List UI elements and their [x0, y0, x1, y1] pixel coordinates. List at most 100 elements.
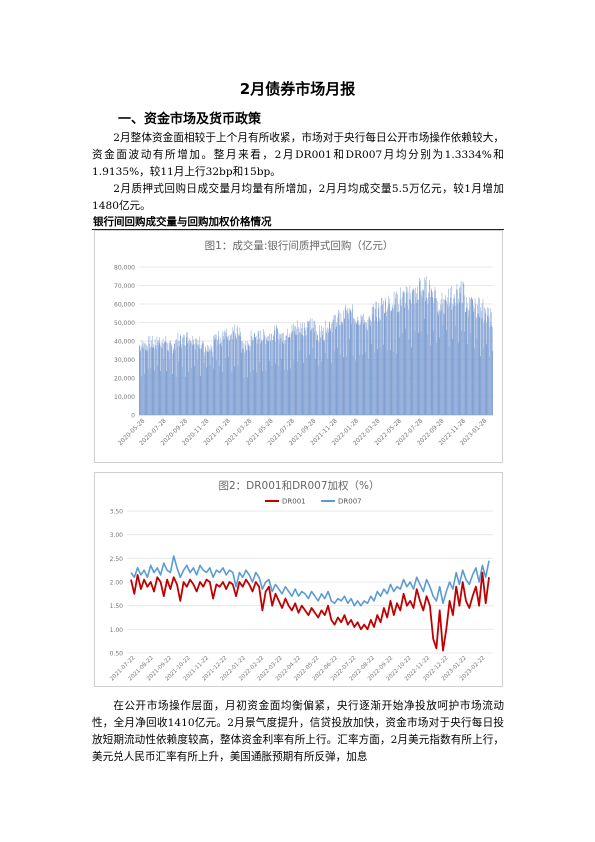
volume-bar	[338, 309, 339, 415]
volume-bar	[219, 343, 221, 415]
volume-bar	[141, 340, 143, 415]
volume-bar	[320, 337, 321, 415]
volume-bar	[265, 344, 266, 415]
volume-bar	[485, 312, 486, 415]
volume-bar	[221, 331, 223, 415]
volume-bar	[377, 348, 378, 415]
volume-bar	[435, 290, 436, 415]
volume-bar	[178, 341, 179, 415]
volume-bar	[450, 297, 451, 415]
y-tick-label: 2.50	[110, 556, 124, 563]
volume-bar	[199, 336, 201, 415]
volume-bar	[422, 289, 424, 415]
volume-bar	[330, 363, 332, 415]
volume-bar	[469, 297, 470, 415]
volume-bar	[269, 333, 270, 415]
volume-bar	[200, 376, 201, 415]
volume-bar	[175, 376, 177, 415]
volume-bar	[320, 337, 322, 415]
volume-bar	[383, 344, 385, 415]
volume-bar	[246, 349, 248, 415]
volume-bar	[382, 304, 384, 415]
volume-bar	[459, 286, 461, 415]
volume-bar	[346, 356, 347, 415]
volume-bar	[487, 307, 488, 415]
volume-bar	[476, 318, 477, 415]
volume-bar	[347, 313, 348, 415]
volume-bar	[234, 324, 235, 415]
volume-bar	[336, 322, 337, 415]
volume-bar	[405, 286, 407, 415]
volume-bar	[462, 302, 463, 415]
section-heading: 一、资金市场及货币政策	[118, 112, 262, 127]
volume-bar	[368, 358, 369, 415]
volume-bar	[267, 341, 268, 415]
volume-bar	[205, 348, 207, 415]
volume-bar	[181, 347, 182, 415]
repo-volume-chart: 图1：成交量:银行间质押式回购（亿元） 0 10,000 20,000 30,000 4…	[94, 230, 503, 463]
volume-bar	[433, 298, 435, 415]
volume-bar	[453, 298, 454, 415]
volume-bar	[295, 325, 297, 415]
volume-bar	[244, 352, 245, 415]
volume-bar	[489, 356, 490, 415]
volume-bar	[406, 293, 407, 415]
volume-bar	[356, 323, 357, 415]
volume-bar	[389, 304, 390, 415]
volume-bar	[246, 350, 247, 415]
volume-bar	[352, 355, 354, 415]
volume-bar	[427, 334, 428, 415]
volume-bar	[450, 287, 452, 415]
volume-bar	[313, 328, 314, 415]
paragraph-open-market: 在公开市场操作层面，月初资金面均衡偏紧，央行逐渐开始净投放呵护市场流动性，全月净…	[92, 700, 504, 763]
y-tick-label: 80,000	[114, 265, 135, 272]
volume-bar	[336, 326, 337, 415]
volume-bar	[367, 320, 369, 415]
volume-bar	[402, 333, 403, 415]
volume-bar	[418, 281, 420, 415]
volume-bar	[177, 346, 178, 415]
volume-bar	[354, 323, 355, 415]
volume-bar	[458, 287, 460, 415]
volume-bar	[459, 302, 460, 415]
volume-bar	[193, 344, 194, 415]
figure-caption: 银行间回购成交量与回购加权价格情况	[93, 216, 272, 228]
volume-bar	[280, 333, 281, 415]
volume-bar	[281, 334, 283, 415]
y-tick-label: 3.00	[110, 532, 124, 539]
volume-bar	[275, 363, 276, 415]
volume-bar	[274, 325, 276, 415]
volume-bar	[314, 320, 316, 415]
volume-bar	[297, 334, 299, 415]
volume-bar	[449, 301, 451, 415]
volume-bar	[306, 335, 308, 415]
volume-bar	[300, 332, 301, 415]
volume-bar	[365, 322, 366, 415]
volume-bar	[314, 332, 315, 415]
volume-bar	[240, 331, 241, 415]
volume-bar	[412, 288, 414, 415]
volume-bar	[316, 334, 318, 415]
volume-bar	[218, 330, 219, 415]
volume-bar	[337, 313, 339, 415]
volume-bar	[159, 371, 161, 415]
volume-bar	[275, 327, 277, 415]
volume-bar	[156, 349, 157, 415]
volume-bar	[187, 371, 189, 415]
volume-bar	[403, 293, 405, 415]
volume-bar	[213, 340, 215, 415]
volume-bar	[295, 335, 296, 415]
volume-bar	[379, 318, 380, 415]
volume-bar	[398, 311, 400, 415]
volume-bar	[143, 341, 145, 415]
volume-bar	[331, 332, 333, 415]
volume-bar	[430, 345, 431, 415]
volume-bar	[436, 298, 437, 415]
volume-bar	[381, 297, 382, 415]
volume-bar	[457, 289, 458, 415]
volume-bar	[343, 318, 345, 415]
volume-bar	[284, 343, 286, 415]
volume-bar	[220, 338, 222, 415]
volume-bar	[449, 305, 450, 415]
volume-bar	[444, 299, 445, 415]
